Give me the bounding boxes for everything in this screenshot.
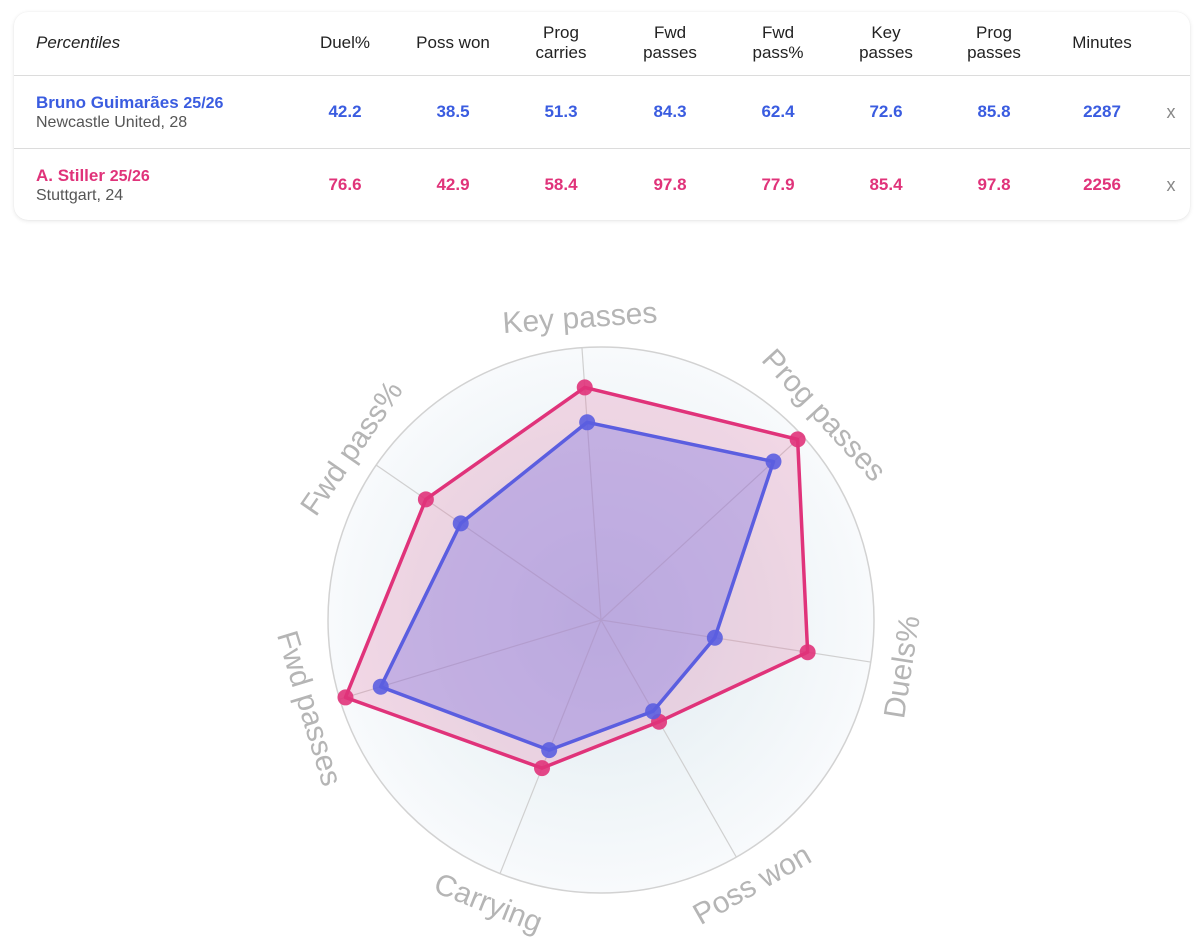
value-fwd-passes: 84.3 bbox=[653, 102, 687, 121]
remove-player-button[interactable]: x bbox=[1166, 175, 1176, 195]
table-row: A. Stiller 25/26 Stuttgart, 24 76.6 42.9… bbox=[14, 148, 1190, 220]
table-row: Bruno Guimarães 25/26 Newcastle United, … bbox=[14, 75, 1190, 148]
value-fwd-pass-pct: 62.4 bbox=[761, 102, 795, 121]
value-key-passes: 85.4 bbox=[869, 175, 903, 194]
radar-spoke bbox=[600, 619, 737, 858]
player-name[interactable]: Bruno Guimarães 25/26 bbox=[36, 93, 223, 114]
radar-point[interactable] bbox=[645, 703, 662, 720]
radar-series-area bbox=[343, 385, 810, 770]
value-prog-carries: 51.3 bbox=[544, 102, 578, 121]
radar-series bbox=[337, 379, 816, 777]
value-poss-won: 42.9 bbox=[436, 175, 470, 194]
radar-point[interactable] bbox=[765, 453, 782, 470]
col-header-fwd-passes[interactable]: Fwd passes bbox=[643, 23, 697, 62]
radar-point[interactable] bbox=[337, 689, 354, 706]
radar-point[interactable] bbox=[541, 742, 558, 759]
col-header-duel-pct[interactable]: Duel% bbox=[319, 33, 371, 52]
value-fwd-pass-pct: 77.9 bbox=[761, 175, 795, 194]
radar-point[interactable] bbox=[452, 515, 469, 532]
radar-point[interactable] bbox=[789, 431, 806, 448]
value-minutes: 2256 bbox=[1083, 175, 1121, 194]
col-header-prog-carries[interactable]: Prog carries bbox=[535, 23, 587, 62]
player-name-text: A. Stiller bbox=[36, 165, 105, 185]
col-header-fwd-pass-pct[interactable]: Fwd pass% bbox=[752, 23, 804, 62]
percentiles-header: Percentiles bbox=[36, 33, 121, 52]
value-minutes: 2287 bbox=[1083, 102, 1121, 121]
radar-point[interactable] bbox=[417, 491, 434, 508]
radar-spoke bbox=[375, 464, 602, 621]
radar-series-area bbox=[378, 420, 776, 752]
radar-point[interactable] bbox=[372, 678, 389, 695]
value-fwd-passes: 97.8 bbox=[653, 175, 687, 194]
value-key-passes: 72.6 bbox=[869, 102, 903, 121]
value-prog-carries: 58.4 bbox=[544, 175, 578, 194]
radar-point[interactable] bbox=[576, 379, 593, 396]
col-header-minutes[interactable]: Minutes bbox=[1072, 33, 1132, 52]
value-prog-passes: 97.8 bbox=[977, 175, 1011, 194]
player-info: A. Stiller 25/26 Stuttgart, 24 bbox=[36, 149, 150, 220]
value-prog-passes: 85.8 bbox=[977, 102, 1011, 121]
radar-spoke bbox=[600, 619, 871, 663]
player-name[interactable]: A. Stiller 25/26 bbox=[36, 166, 150, 187]
radar-axis-label: Key passes bbox=[501, 296, 658, 340]
radar-point[interactable] bbox=[799, 644, 816, 661]
remove-player-button[interactable]: x bbox=[1166, 102, 1176, 122]
radar-point[interactable] bbox=[534, 760, 551, 777]
radar-point[interactable] bbox=[706, 629, 723, 646]
player-info: Bruno Guimarães 25/26 Newcastle United, … bbox=[36, 76, 223, 148]
radar-point[interactable] bbox=[579, 414, 596, 431]
col-header-key-passes[interactable]: Key passes bbox=[859, 23, 913, 62]
player-club-age: Newcastle United, 28 bbox=[36, 113, 188, 131]
table-header-row: Percentiles Duel% Poss won Prog carries … bbox=[14, 12, 1190, 74]
player-season: 25/26 bbox=[183, 94, 224, 112]
value-duel-pct: 42.2 bbox=[328, 102, 362, 121]
player-season: 25/26 bbox=[109, 167, 150, 185]
col-header-poss-won[interactable]: Poss won bbox=[416, 33, 490, 52]
comparison-table: Percentiles Duel% Poss won Prog carries … bbox=[14, 12, 1190, 220]
player-name-text: Bruno Guimarães bbox=[36, 92, 179, 112]
col-header-prog-passes[interactable]: Prog passes bbox=[967, 23, 1021, 62]
radar-axis-label: Duels% bbox=[878, 613, 927, 720]
player-club-age: Stuttgart, 24 bbox=[36, 186, 124, 204]
value-poss-won: 38.5 bbox=[436, 102, 470, 121]
value-duel-pct: 76.6 bbox=[328, 175, 362, 194]
